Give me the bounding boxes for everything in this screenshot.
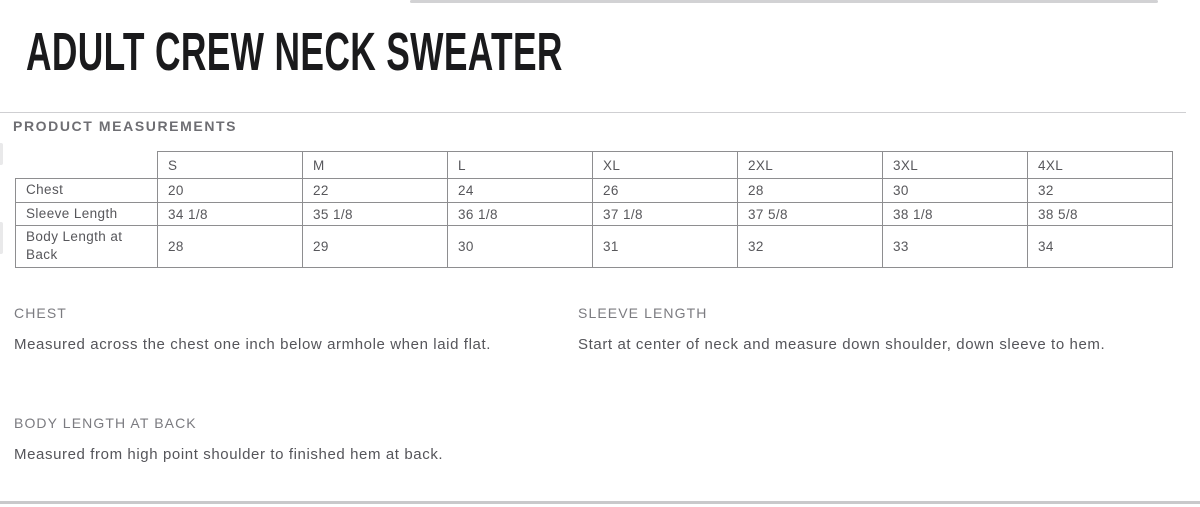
chest-value-xl: 26: [592, 178, 738, 203]
size-header-2xl: 2XL: [737, 151, 883, 179]
left-edge-artifact: [0, 222, 3, 254]
description-text-chest: Measured across the chest one inch below…: [14, 336, 491, 353]
sleeve-value-s: 34 1/8: [157, 201, 303, 227]
top-partial-scrollbar: [410, 0, 1158, 3]
table-row-chest: Chest 20 22 24 26 28 30 32: [15, 178, 1173, 203]
chest-value-l: 24: [447, 178, 593, 203]
left-edge-artifact: [0, 143, 3, 165]
body-value-l: 30: [447, 225, 593, 268]
bottom-divider: [0, 501, 1200, 504]
row-label-body-length-at-back: Body Length at Back: [15, 225, 158, 268]
body-value-m: 29: [302, 225, 448, 268]
table-row-body-length-at-back: Body Length at Back 28 29 30 31 32 33 34: [15, 225, 1173, 268]
chest-value-m: 22: [302, 178, 448, 203]
sleeve-value-2xl: 37 5/8: [737, 201, 883, 227]
size-header-4xl: 4XL: [1027, 151, 1173, 179]
description-section-body-length-at-back: BODY LENGTH AT BACK Measured from high p…: [14, 415, 574, 470]
page-title-text: ADULT CREW NECK SWEATER: [26, 22, 563, 82]
chest-value-4xl: 32: [1027, 178, 1173, 203]
description-section-sleeve-length: SLEEVE LENGTH Start at center of neck an…: [578, 305, 1123, 360]
sleeve-value-l: 36 1/8: [447, 201, 593, 227]
measurements-table: S M L XL 2XL 3XL 4XL Chest 20 22 24 26 2…: [15, 151, 1173, 268]
sleeve-value-3xl: 38 1/8: [882, 201, 1028, 227]
title-divider: [0, 112, 1186, 113]
description-text-body-length-at-back: Measured from high point shoulder to fin…: [14, 446, 444, 463]
body-value-s: 28: [157, 225, 303, 268]
size-header-m: M: [302, 151, 448, 179]
body-value-xl: 31: [592, 225, 738, 268]
section-heading: PRODUCT MEASUREMENTS: [13, 118, 238, 134]
sleeve-value-xl: 37 1/8: [592, 201, 738, 227]
blank-header-cell: [16, 152, 158, 179]
size-header-xl: XL: [592, 151, 738, 179]
description-heading-sleeve-length: SLEEVE LENGTH: [578, 305, 708, 321]
description-heading-chest: CHEST: [14, 305, 67, 321]
page-title: ADULT CREW NECK SWEATER: [26, 24, 845, 80]
chest-value-3xl: 30: [882, 178, 1028, 203]
row-label-sleeve-length: Sleeve Length: [15, 201, 158, 227]
size-header-l: L: [447, 151, 593, 179]
sleeve-value-4xl: 38 5/8: [1027, 201, 1173, 227]
description-section-chest: CHEST Measured across the chest one inch…: [14, 305, 564, 360]
row-label-chest: Chest: [15, 178, 158, 203]
chest-value-2xl: 28: [737, 178, 883, 203]
size-header-s: S: [157, 151, 303, 179]
description-text-sleeve-length: Start at center of neck and measure down…: [578, 336, 1106, 353]
body-value-3xl: 33: [882, 225, 1028, 268]
size-header-3xl: 3XL: [882, 151, 1028, 179]
sleeve-value-m: 35 1/8: [302, 201, 448, 227]
body-value-2xl: 32: [737, 225, 883, 268]
size-header-row: S M L XL 2XL 3XL 4XL: [16, 151, 1173, 179]
body-value-4xl: 34: [1027, 225, 1173, 268]
chest-value-s: 20: [157, 178, 303, 203]
table-row-sleeve-length: Sleeve Length 34 1/8 35 1/8 36 1/8 37 1/…: [15, 201, 1173, 227]
description-heading-body-length-at-back: BODY LENGTH AT BACK: [14, 415, 197, 431]
